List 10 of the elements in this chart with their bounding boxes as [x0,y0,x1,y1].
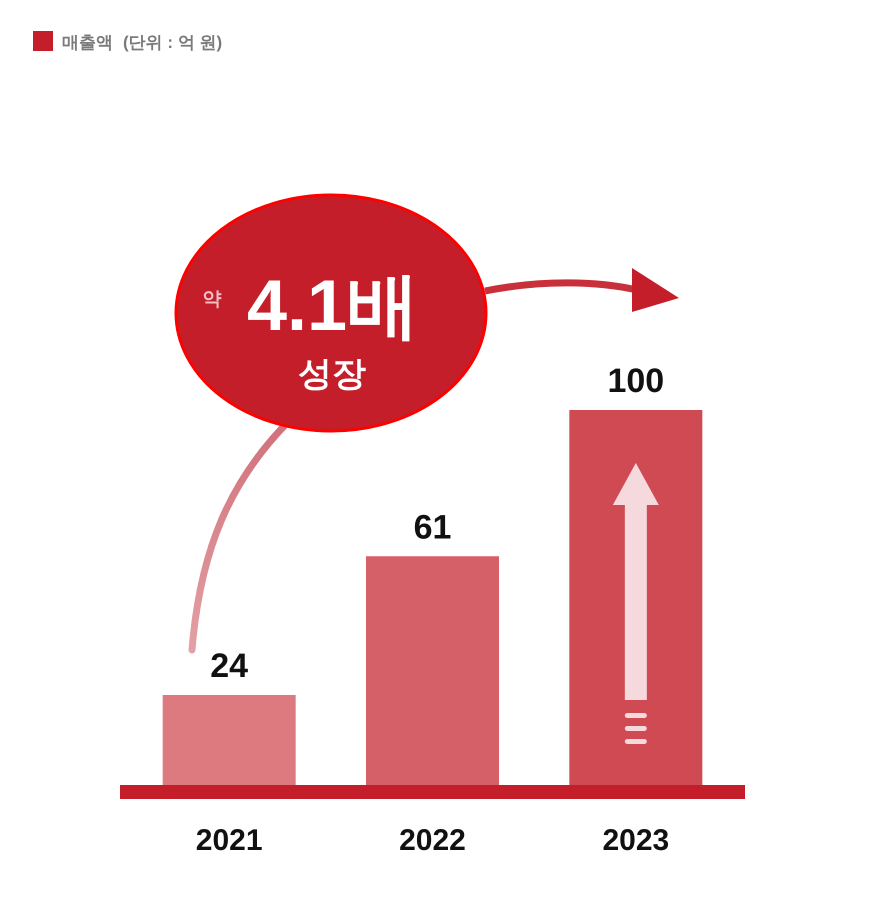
legend: 매출액 (단위 : 억 원) [33,31,222,52]
x-tick-label: 2022 [399,824,466,857]
text: 성장 [298,355,366,393]
x-tick-label: 2021 [196,824,263,857]
text: 약 [202,289,222,310]
data-label: 61 [414,508,452,546]
x-tick-label: 2023 [602,824,670,857]
data-label: 24 [210,647,248,685]
data-label: 100 [607,362,664,400]
text: 4.1배 [246,266,420,346]
